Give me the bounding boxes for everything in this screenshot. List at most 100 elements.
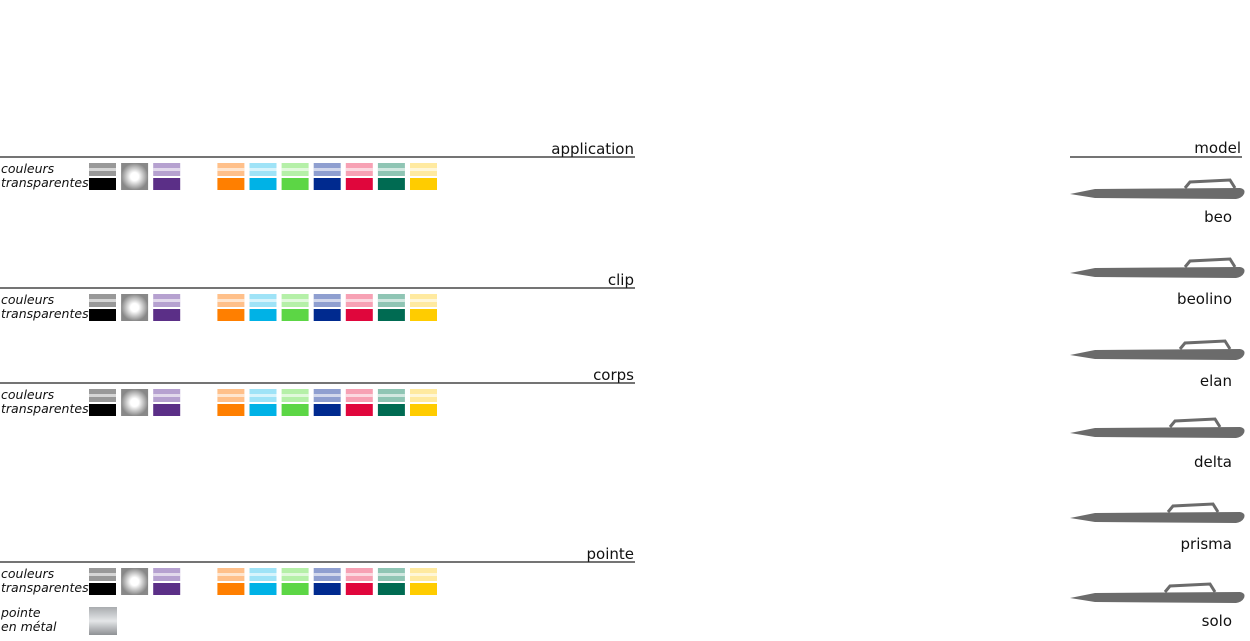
- pen-model[interactable]: [1070, 257, 1245, 278]
- metal-swatch[interactable]: [89, 607, 117, 635]
- model-name: elan: [1200, 372, 1232, 390]
- color-swatch[interactable]: [89, 163, 116, 190]
- color-swatch[interactable]: [121, 294, 149, 321]
- pen-model[interactable]: [1070, 502, 1245, 523]
- pen-model[interactable]: [1070, 339, 1245, 360]
- swatch-shine: [410, 573, 437, 576]
- color-swatch[interactable]: [281, 389, 309, 416]
- model-name: prisma: [1181, 535, 1232, 553]
- model-name: beolino: [1177, 290, 1232, 308]
- color-swatch[interactable]: [281, 294, 309, 321]
- swatch-shine: [313, 299, 341, 302]
- swatch-shine: [89, 573, 116, 576]
- color-swatch[interactable]: [377, 568, 405, 595]
- swatch-shine: [89, 168, 116, 171]
- pen-model[interactable]: [1070, 417, 1245, 438]
- swatch-shine: [217, 573, 245, 576]
- color-swatch[interactable]: [410, 389, 437, 416]
- color-swatch[interactable]: [89, 389, 116, 416]
- swatch-bottom: [153, 404, 181, 416]
- swatch-shine: [377, 394, 405, 397]
- swatch-shine: [377, 168, 405, 171]
- color-swatch[interactable]: [217, 389, 245, 416]
- swatch-shine: [249, 299, 277, 302]
- color-swatch[interactable]: [249, 163, 277, 190]
- swatch-bottom: [249, 178, 277, 190]
- color-swatch[interactable]: [121, 389, 149, 416]
- color-swatch[interactable]: [313, 389, 341, 416]
- swatch-shine: [410, 299, 437, 302]
- color-swatch[interactable]: [345, 389, 373, 416]
- color-swatch[interactable]: [410, 568, 437, 595]
- color-swatch[interactable]: [217, 568, 245, 595]
- model-name: beo: [1204, 208, 1232, 226]
- color-swatch[interactable]: [281, 163, 309, 190]
- swatch-shine: [377, 299, 405, 302]
- swatch-shine: [281, 299, 309, 302]
- swatch-shine: [89, 299, 116, 302]
- swatch-bottom: [281, 404, 309, 416]
- color-swatch[interactable]: [217, 163, 245, 190]
- row-label: transparentes: [1, 306, 89, 321]
- color-swatch[interactable]: [153, 294, 181, 321]
- swatch-shine: [345, 168, 373, 171]
- color-swatch[interactable]: [121, 163, 149, 190]
- color-swatch[interactable]: [313, 568, 341, 595]
- color-swatch[interactable]: [377, 294, 405, 321]
- swatch-bottom: [153, 583, 181, 595]
- swatch-bottom: [281, 178, 309, 190]
- swatch-fill: [121, 294, 149, 321]
- color-swatch[interactable]: [345, 294, 373, 321]
- pen-body: [1070, 267, 1245, 278]
- swatch-bottom: [249, 309, 277, 321]
- swatch-shine: [249, 394, 277, 397]
- swatch-fill: [121, 568, 149, 595]
- color-swatch[interactable]: [89, 568, 116, 595]
- color-swatch[interactable]: [410, 294, 437, 321]
- pen-body: [1070, 427, 1245, 438]
- color-swatch[interactable]: [313, 294, 341, 321]
- row-label: couleurs: [1, 566, 55, 581]
- swatch-bottom: [345, 583, 373, 595]
- color-swatch[interactable]: [153, 163, 181, 190]
- pen-clip: [1163, 582, 1217, 593]
- swatch-shine: [313, 573, 341, 576]
- swatch-shine: [281, 573, 309, 576]
- swatch-bottom: [377, 178, 405, 190]
- pen-body: [1070, 592, 1245, 603]
- color-swatch[interactable]: [249, 294, 277, 321]
- color-swatch[interactable]: [345, 568, 373, 595]
- row-label: en métal: [1, 619, 57, 634]
- color-swatch[interactable]: [345, 163, 373, 190]
- swatch-shine: [153, 573, 181, 576]
- section-title: application: [551, 140, 634, 158]
- color-swatch[interactable]: [377, 389, 405, 416]
- swatch-shine: [377, 573, 405, 576]
- row-label: transparentes: [1, 175, 89, 190]
- swatch-bottom: [249, 583, 277, 595]
- color-swatch[interactable]: [153, 568, 181, 595]
- color-swatch[interactable]: [377, 163, 405, 190]
- swatch-bottom: [377, 404, 405, 416]
- pen-model[interactable]: [1070, 178, 1245, 199]
- color-swatch[interactable]: [410, 163, 437, 190]
- pen-model[interactable]: [1070, 582, 1245, 603]
- color-swatch[interactable]: [121, 568, 149, 595]
- model-name: delta: [1194, 453, 1232, 471]
- row-label: couleurs: [1, 387, 55, 402]
- swatch-bottom: [153, 178, 181, 190]
- swatch-shine: [217, 299, 245, 302]
- pen-body: [1070, 349, 1245, 360]
- color-swatch[interactable]: [153, 389, 181, 416]
- swatch-bottom: [345, 178, 373, 190]
- color-swatch[interactable]: [89, 294, 116, 321]
- color-swatch[interactable]: [313, 163, 341, 190]
- color-swatch[interactable]: [281, 568, 309, 595]
- swatch-bottom: [313, 309, 341, 321]
- color-swatch[interactable]: [249, 568, 277, 595]
- color-swatch[interactable]: [249, 389, 277, 416]
- swatch-shine: [313, 168, 341, 171]
- color-swatch[interactable]: [217, 294, 245, 321]
- swatch-shine: [345, 573, 373, 576]
- swatch-bottom: [313, 583, 341, 595]
